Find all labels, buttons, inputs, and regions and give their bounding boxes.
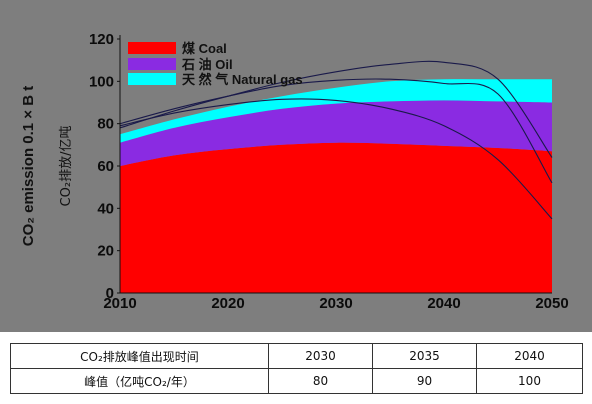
x-tick-label: 2020 bbox=[211, 295, 244, 312]
table-row: CO₂排放峰值出现时间 2030 2035 2040 bbox=[10, 343, 583, 369]
y-tick-label: 0 bbox=[106, 285, 114, 302]
table-cell-year: 2030 bbox=[268, 343, 373, 369]
chart-panel: 0 20 40 60 80 100 120 2010 2020 2030 2040 2050 煤 Co… bbox=[0, 0, 592, 332]
y-tick-label: 60 bbox=[97, 158, 114, 175]
legend-label: 石 油 Oil bbox=[181, 57, 233, 72]
peak-curve-2035 bbox=[119, 78, 553, 184]
x-tick-label: 2050 bbox=[535, 295, 568, 312]
peak-curve-2040 bbox=[119, 60, 553, 158]
table-cell-value: 90 bbox=[372, 368, 477, 394]
x-tick-label: 2010 bbox=[103, 295, 136, 312]
stacked-bands bbox=[120, 79, 552, 293]
y-tick-label: 100 bbox=[89, 73, 114, 90]
peak-curve-2030 bbox=[119, 98, 553, 220]
table-cell-year: 2035 bbox=[372, 343, 477, 369]
x-tick-label: 2030 bbox=[319, 295, 352, 312]
table-header-label: CO₂排放峰值出现时间 bbox=[10, 343, 269, 369]
y-tick-label: 80 bbox=[97, 116, 114, 133]
legend-swatch bbox=[128, 58, 176, 70]
table-cell-year: 2040 bbox=[476, 343, 583, 369]
table-cell-value: 100 bbox=[476, 368, 583, 394]
legend-label: 煤 Coal bbox=[182, 41, 227, 56]
legend-swatch bbox=[128, 42, 176, 54]
y-tick-label: 40 bbox=[97, 200, 114, 217]
y-axis-label-en: CO₂ emission 0.1 × B t bbox=[20, 86, 37, 246]
y-tick-label: 120 bbox=[89, 31, 114, 48]
oil-band bbox=[120, 100, 552, 166]
x-tick-label: 2040 bbox=[427, 295, 460, 312]
legend-label: 天 然 气 Natural gas bbox=[182, 72, 303, 87]
y-tick-label: 20 bbox=[97, 243, 114, 260]
y-axis-label-zh: CO₂排放/亿吨 bbox=[59, 126, 74, 207]
gas-band bbox=[120, 79, 552, 143]
table-row-label: 峰值（亿吨CO₂/年） bbox=[10, 368, 269, 394]
table-cell-value: 80 bbox=[268, 368, 373, 394]
peak-curves bbox=[119, 60, 553, 220]
legend-swatch bbox=[128, 73, 176, 85]
peak-summary-table: CO₂排放峰值出现时间 2030 2035 2040 峰值（亿吨CO₂/年） 8… bbox=[10, 343, 583, 394]
table-row: 峰值（亿吨CO₂/年） 80 90 100 bbox=[10, 368, 583, 394]
coal-band bbox=[120, 142, 552, 293]
y-axis-labels: CO₂ emission 0.1 × B t CO₂排放/亿吨 bbox=[20, 86, 74, 246]
